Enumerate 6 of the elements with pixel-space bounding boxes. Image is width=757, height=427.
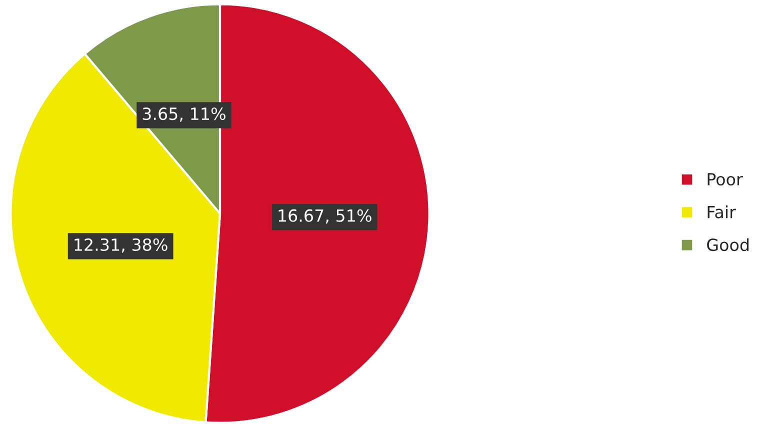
- data-label: 3.65, 11%: [142, 107, 226, 122]
- legend-label: Poor: [708, 173, 743, 186]
- legend-label: Fair: [708, 205, 736, 218]
- data-label: 16.67, 51%: [278, 209, 372, 224]
- legend-label: Good: [707, 238, 749, 252]
- data-label: 12.31, 38%: [74, 238, 168, 253]
